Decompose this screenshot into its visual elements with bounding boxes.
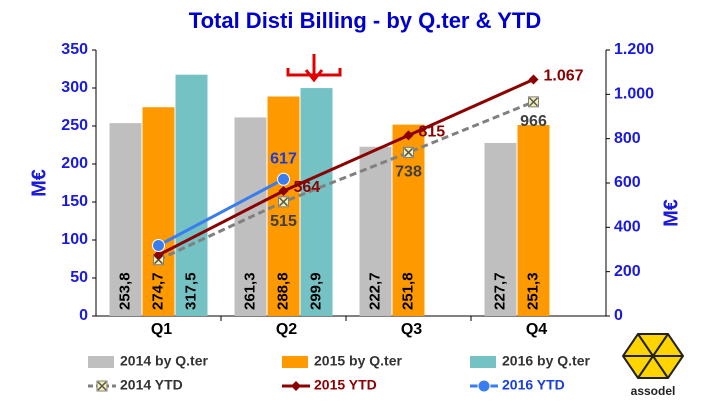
line <box>157 100 535 262</box>
x-tick-label: Q1 <box>151 321 172 338</box>
x-tick-label: Q4 <box>526 321 547 338</box>
line-marker <box>403 130 414 141</box>
chart-title: Total Disti Billing - by Q.ter & YTD <box>189 8 541 33</box>
bar-value-label: 288,8 <box>274 272 291 310</box>
x-tick-label: Q2 <box>276 321 297 338</box>
line <box>157 78 535 257</box>
x-tick-label: Q3 <box>401 321 422 338</box>
line-value-label: 1.067 <box>544 68 584 85</box>
y2-tick-label: 1.200 <box>614 41 654 58</box>
bar <box>359 146 392 316</box>
line-value-label: 815 <box>419 124 446 141</box>
line-marker <box>528 96 539 108</box>
y2-axis-label: M€ <box>660 199 682 227</box>
bar <box>517 125 550 317</box>
y-tick-label: 50 <box>70 269 88 286</box>
logo <box>621 333 685 379</box>
bar <box>109 123 142 316</box>
legend-marker <box>477 379 491 393</box>
bar <box>484 142 517 316</box>
line-marker <box>403 146 414 158</box>
legend-label: 2016 by Q.ter <box>502 353 590 369</box>
line-value-label: 564 <box>294 179 321 196</box>
y2-tick-label: 0 <box>614 307 623 324</box>
y-tick-label: 350 <box>61 41 88 58</box>
bar-value-label: 253,8 <box>116 272 133 310</box>
y-tick-label: 250 <box>61 117 88 134</box>
line-marker <box>277 172 290 186</box>
line-value-label: 617 <box>270 150 297 167</box>
bar-value-label: 251,3 <box>524 272 541 310</box>
y-tick-label: 300 <box>61 79 88 96</box>
y2-tick-label: 800 <box>614 130 641 147</box>
y2-tick-label: 1.000 <box>614 86 654 103</box>
bar-value-label: 299,9 <box>307 272 324 310</box>
y-axis-label: M€ <box>28 169 50 197</box>
bar-value-label: 251,8 <box>399 272 416 310</box>
y-tick-label: 150 <box>61 193 88 210</box>
line-value-label: 966 <box>520 113 547 130</box>
bar-value-label: 261,3 <box>241 272 258 310</box>
line-marker <box>278 185 289 196</box>
bar-value-label: 227,7 <box>491 272 508 310</box>
legend-swatch <box>470 356 496 368</box>
y-tick-label: 100 <box>61 231 88 248</box>
bar-value-label: 274,7 <box>149 272 166 310</box>
legend-label: 2014 by Q.ter <box>120 353 208 369</box>
legend-marker <box>96 380 108 392</box>
line-marker <box>278 196 289 208</box>
y2-tick-label: 600 <box>614 174 641 191</box>
legend-swatch <box>282 356 308 368</box>
legend-label: 2016 YTD <box>502 377 565 393</box>
legend-swatch <box>88 356 114 368</box>
y2-tick-label: 400 <box>614 219 641 236</box>
y-tick-label: 200 <box>61 155 88 172</box>
line-marker <box>153 250 164 261</box>
legend-label: 2014 YTD <box>120 377 183 393</box>
bar <box>142 107 175 316</box>
bar-value-label: 222,7 <box>366 272 383 310</box>
line-marker <box>528 74 539 85</box>
line-marker <box>152 239 165 253</box>
bar <box>300 88 333 317</box>
y-tick-label: 0 <box>79 307 88 324</box>
legend-marker <box>291 381 301 391</box>
bar-value-label: 317,5 <box>182 272 199 310</box>
highlight-arrow <box>304 54 324 83</box>
y2-tick-label: 200 <box>614 263 641 280</box>
line-value-label: 515 <box>270 213 297 230</box>
bar <box>175 74 208 316</box>
legend-label: 2015 YTD <box>314 377 377 393</box>
legend-label: 2015 by Q.ter <box>314 353 402 369</box>
logo-text: assodel <box>631 384 676 398</box>
line <box>157 177 285 247</box>
line-value-label: 738 <box>395 164 422 181</box>
